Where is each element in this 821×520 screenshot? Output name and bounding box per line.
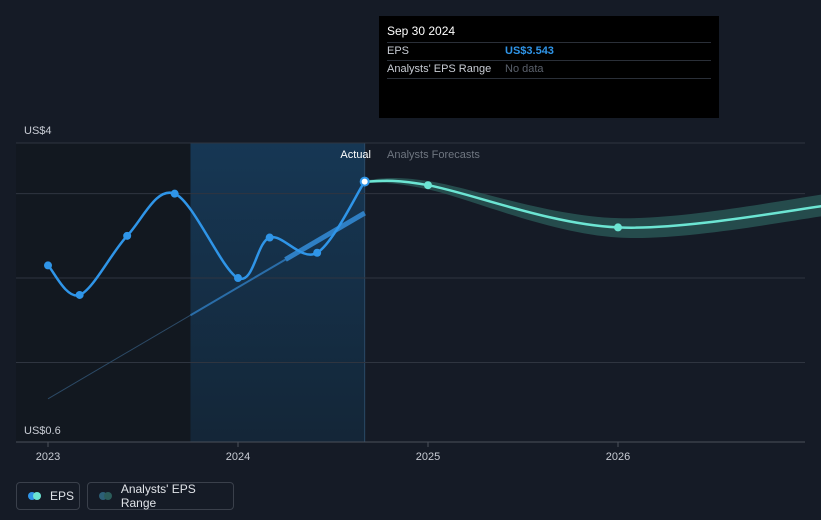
tooltip-row-range: Analysts' EPS Range No data [387,60,711,79]
eps-points [44,176,622,299]
eps-point [234,274,242,283]
eps-point [44,261,52,270]
tooltip-eps-value: US$3.543 [505,45,554,57]
legend-range-button[interactable]: Analysts' EPS Range [87,482,234,510]
x-tick-label: 2026 [606,451,630,463]
x-tick-label: 2023 [36,451,60,463]
axes: 2023 2024 2025 2026 US$4 US$0.6 [24,125,630,463]
y-tick-label: US$4 [24,125,52,137]
range-swatch-icon [99,492,113,500]
eps-point [265,233,274,242]
chart-background [16,143,366,442]
x-tick-label: 2024 [226,451,250,463]
y-tick-label: US$0.6 [24,425,61,437]
tooltip-date: Sep 30 2024 [387,24,456,38]
tooltip-range-value: No data [505,63,544,75]
eps-forecast-line [364,179,821,229]
forecast-point [424,181,432,190]
trend-line-thin [47,314,191,400]
eps-point [170,189,179,198]
forecast-point [614,223,622,232]
eps-point [123,231,132,240]
tooltip: Sep 30 2024 EPS US$3.543 Analysts' EPS R… [379,16,719,118]
legend-eps-label: EPS [50,489,75,503]
tooltip-eps-label: EPS [387,45,410,57]
tooltip-row-eps: EPS US$3.543 [387,42,711,60]
chart-labels: Actual Analysts Forecasts [340,149,480,161]
x-tick-label: 2025 [416,451,440,463]
legend-range-label: Analysts' EPS Range [120,482,196,510]
last-year-highlight [190,143,365,442]
actual-label: Actual [340,149,371,161]
tooltip-range-label: Analysts' EPS Range [387,63,492,75]
eps-swatch-icon [28,492,42,500]
eps-point [313,248,322,257]
legend-eps-button[interactable]: EPS [16,482,80,510]
eps-point [75,290,84,299]
grid [16,142,805,443]
eps-point [359,176,370,187]
forecast-label: Analysts Forecasts [387,149,480,161]
